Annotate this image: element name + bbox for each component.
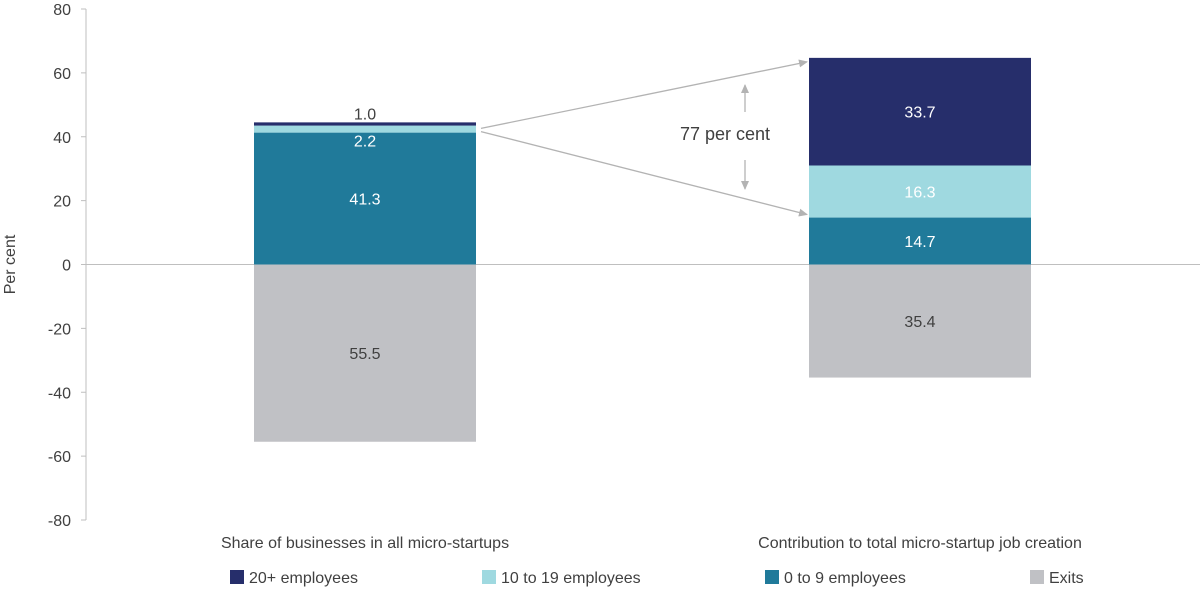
bar-segment-10-to-19-employees	[254, 125, 476, 133]
data-label-exits: 55.5	[349, 346, 380, 363]
legend-swatch-20-employees	[230, 570, 244, 584]
legend-swatch-10-to-19-employees	[482, 570, 496, 584]
data-label-20-employees: 33.7	[904, 105, 935, 122]
y-tick-label: 20	[53, 194, 71, 211]
bar-segment-20-employees	[809, 57, 1031, 166]
legend-label-0-to-9-employees: 0 to 9 employees	[784, 570, 906, 587]
legend: 20+ employees 10 to 19 employees 0 to 9 em…	[230, 570, 1084, 587]
y-tick-label: -40	[48, 385, 71, 402]
y-tick-label: -60	[48, 449, 71, 466]
category-label: Contribution to total micro-startup job …	[758, 535, 1082, 552]
bar-segment-20-employees	[254, 122, 476, 126]
legend-label-10-to-19-employees: 10 to 19 employees	[501, 570, 641, 587]
data-label-10-to-19-employees: 2.2	[354, 134, 376, 151]
data-label-0-to-9-employees: 14.7	[904, 234, 935, 251]
annotations: 77 per cent	[480, 59, 808, 217]
y-tick-label: 0	[62, 258, 71, 275]
y-tick-label: 40	[53, 130, 71, 147]
bar-segment-10-to-19-employees	[809, 165, 1031, 218]
bar-segment-exits	[254, 264, 476, 442]
data-label-exits: 35.4	[904, 314, 935, 331]
y-tick-label: 60	[53, 66, 71, 83]
annotation-arrow-lower	[480, 130, 808, 217]
legend-label-exits: Exits	[1049, 570, 1084, 587]
bars: 1.0 2.2 41.3 55.5 33.7 16.3 14.7 35.4 Share of b…	[221, 57, 1082, 552]
annotation-arrow-upper	[480, 59, 808, 130]
data-label-0-to-9-employees: 41.3	[349, 192, 380, 209]
annotation-77-per-cent: 77 per cent	[680, 124, 770, 144]
y-tick-label: -80	[48, 513, 71, 530]
category-label: Share of businesses in all micro-startup…	[221, 535, 509, 552]
legend-label-20-employees: 20+ employees	[249, 570, 358, 587]
data-label-20-employees: 1.0	[354, 106, 376, 123]
legend-swatch-exits	[1030, 570, 1044, 584]
y-tick-label: -20	[48, 321, 71, 338]
bar-segment-exits	[809, 264, 1031, 378]
data-label-10-to-19-employees: 16.3	[904, 185, 935, 202]
y-axis-title: Per cent	[2, 234, 19, 294]
bar-segment-0-to-9-employees	[254, 132, 476, 265]
y-tick-label: 80	[53, 2, 71, 19]
legend-swatch-0-to-9-employees	[765, 570, 779, 584]
bar-segment-0-to-9-employees	[809, 217, 1031, 265]
